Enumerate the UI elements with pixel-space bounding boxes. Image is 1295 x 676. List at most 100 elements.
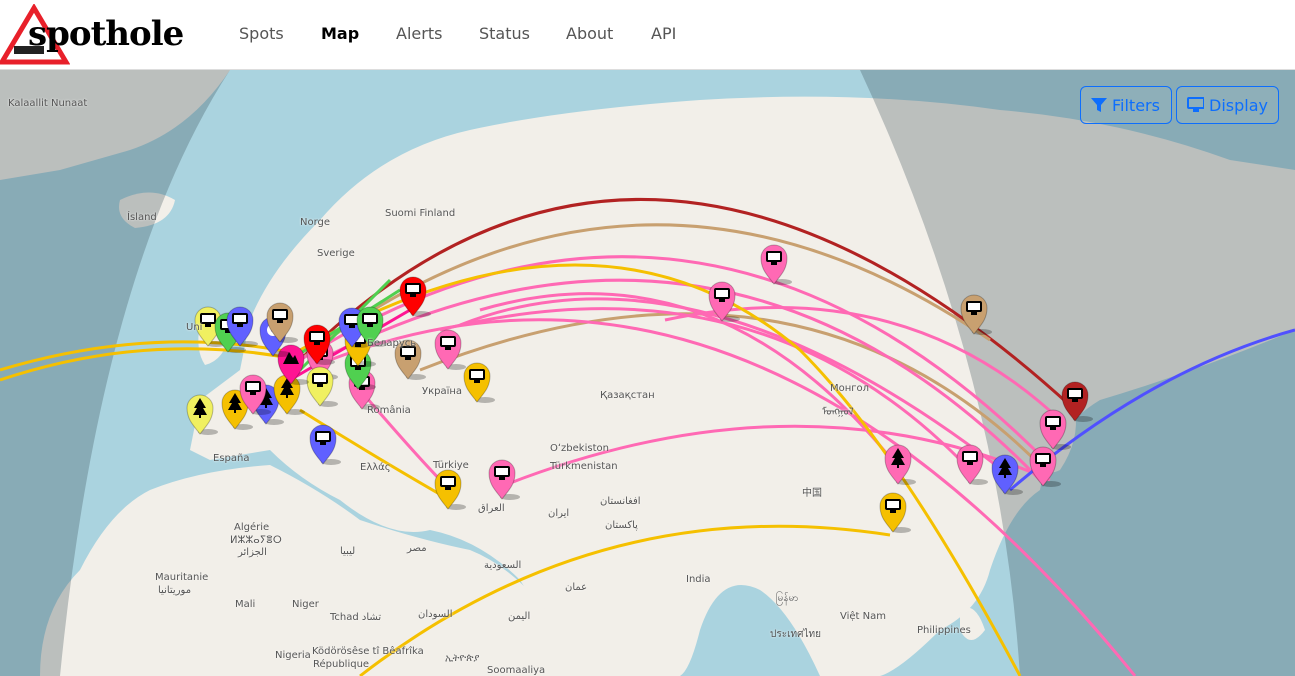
place-label: India [686,574,711,585]
spot-marker-monitor[interactable] [1061,381,1093,422]
place-label: Suomi Finland [385,208,456,219]
place-label: မြန်မာ [776,593,799,604]
place-label: Ελλάς [360,462,391,473]
spot-marker-monitor[interactable] [1039,409,1071,450]
place-label: Ísland [127,212,157,223]
spot-marker-monitor[interactable] [488,459,520,500]
map-canvas[interactable] [0,70,1295,676]
spot-marker-monitor[interactable] [1029,446,1061,487]
spot-marker-tree[interactable] [884,444,916,485]
spot-marker-monitor[interactable] [960,294,992,335]
spothole-logo[interactable]: spothole [0,4,200,65]
land [0,70,1295,676]
place-label: Niger [292,599,319,610]
filters-button[interactable]: Filters [1080,86,1172,124]
spot-marker-monitor[interactable] [226,306,258,347]
place-label: مصر [407,543,427,554]
warning-triangle-icon [0,4,70,65]
spot-arc [299,408,451,502]
place-label: République [313,659,370,670]
brand-name: spothole [28,14,184,54]
place-label: اليمن [508,611,531,622]
filter-icon [1091,98,1107,112]
place-label: السودان [418,609,453,620]
spot-marker-monitor[interactable] [266,302,298,343]
nav-alerts[interactable]: Alerts [396,24,443,43]
place-label: الجزائر [238,547,267,558]
place-label: افغانستان [600,496,641,507]
nav-spots[interactable]: Spots [239,24,284,43]
place-label: Oʻzbekiston [550,443,609,454]
place-label: ایران [548,508,570,519]
spot-marker-tree[interactable] [991,454,1023,495]
spot-arc [0,340,291,372]
place-label: Türkiye [433,460,469,471]
spot-markers[interactable] [186,244,1093,533]
place-label: Kalaallit Nunaat [8,98,88,109]
place-label: Sverige [317,248,355,259]
place-label: پاکستان [605,520,638,531]
display-label: Display [1209,95,1268,115]
spot-marker-monitor[interactable] [434,329,466,370]
place-label: Україна [422,386,463,397]
place-label: موريتانيا [158,585,192,596]
place-label: Қазақстан [600,390,655,401]
place-label: ⵍⵣⵣⴰⵢⴻⵔ [230,535,282,546]
map[interactable]: Kalaallit Nunaat Ísland Norge Sverige Suomi … [0,70,1295,676]
spot-arc [299,263,1022,676]
place-label: România [367,405,411,416]
night-shade-west [0,70,230,676]
place-label: España [213,453,250,464]
spot-marker-monitor[interactable] [309,424,341,465]
spot-marker-tree[interactable] [221,389,253,430]
spot-marker-monitor[interactable] [956,444,988,485]
place-label: 中国 [802,488,822,499]
night-shade-east [860,70,1295,676]
spot-arc [0,347,301,382]
filters-label: Filters [1112,95,1160,115]
spot-marker-monitor[interactable] [463,362,495,403]
spot-arc [479,292,902,471]
nav-map[interactable]: Map [321,24,360,43]
nav-about[interactable]: About [566,24,614,43]
spot-marker-tree[interactable] [186,394,218,435]
nav-api[interactable]: API [651,24,677,43]
place-label: Беларусь [367,338,417,349]
spot-marker-monitor[interactable] [434,469,466,510]
place-label: Uni [186,322,203,333]
spot-arc [439,307,972,472]
spot-arc [288,197,1077,412]
place-label: السعودية [484,560,522,571]
place-label: Nigeria [275,650,311,661]
place-label: ኢትዮጵያ [445,653,480,664]
spot-arc [299,223,991,362]
spot-marker-monitor[interactable] [194,306,226,347]
place-label: ประเทศไทย [770,629,821,640]
navbar: spothole Spots Map Alerts Status About A… [0,0,1295,70]
place-label: Ködörösêse tî Bêafrîka [312,646,424,657]
place-label: عمان [565,582,588,593]
display-button[interactable]: Display [1176,86,1279,124]
spot-marker-mountain[interactable] [277,344,309,385]
spot-marker-monitor[interactable] [708,281,740,322]
spot-arcs [0,197,1295,676]
spot-marker-monitor[interactable] [306,366,338,407]
spot-marker-monitor[interactable] [399,276,431,317]
place-label: ليبيا [340,546,356,557]
spot-arc [419,312,1047,472]
place-label: Việt Nam [840,611,887,622]
place-label: Mauritanie [155,572,209,583]
spot-marker-monitor[interactable] [879,492,911,533]
spot-marker-monitor[interactable] [303,324,335,365]
spot-marker-monitor[interactable] [239,374,271,415]
spot-marker-monitor[interactable] [760,244,792,285]
place-label: ᠮᠣᠩᠭᠣᠯ [822,407,854,418]
place-label: Philippines [917,625,971,636]
place-label: Монгол [830,383,870,394]
place-label: Norge [300,217,331,228]
nav-status[interactable]: Status [479,24,530,43]
spot-marker-monitor[interactable] [356,306,388,347]
place-label: Türkmenistan [550,461,618,472]
spot-marker-monitor[interactable] [394,339,426,380]
place-label: Tchad تشاد [330,612,382,623]
